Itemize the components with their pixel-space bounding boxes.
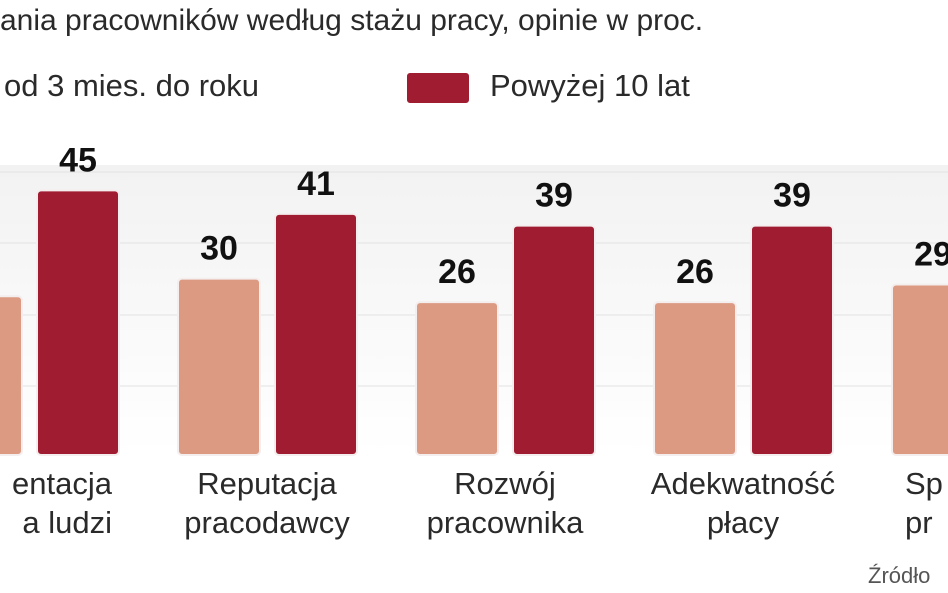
- bar: [653, 301, 737, 456]
- bar: [415, 301, 499, 456]
- value-label: 30: [200, 230, 238, 268]
- value-label: 39: [773, 177, 811, 215]
- bar: [36, 189, 120, 456]
- x-tick-label: pracodawcy: [184, 505, 350, 540]
- value-label: 39: [535, 177, 573, 215]
- x-tick-label: entacja: [12, 466, 113, 501]
- bar: [512, 224, 596, 456]
- bar: [891, 283, 948, 456]
- x-tick-label: płacy: [707, 505, 780, 540]
- bar: [177, 277, 261, 456]
- legend-label: Powyżej 10 lat: [490, 68, 690, 103]
- value-label: 29: [914, 235, 948, 273]
- value-label: 45: [59, 141, 97, 179]
- legend-swatch: [405, 71, 471, 105]
- legend-label: od 3 mies. do roku: [4, 68, 259, 103]
- x-tick-label: Sp: [905, 466, 943, 501]
- value-label: 41: [297, 165, 335, 203]
- source: Źródło: [868, 563, 930, 588]
- x-tick-label: Rozwój: [454, 466, 556, 501]
- chart-title: ania pracowników według stażu pracy, opi…: [0, 4, 703, 37]
- x-tick-label: Adekwatność: [651, 466, 835, 501]
- bar: [0, 295, 23, 456]
- x-tick-label: Reputacja: [197, 466, 337, 501]
- x-tick-label: pracownika: [427, 505, 585, 540]
- bar: [750, 224, 834, 456]
- x-tick-label: a ludzi: [22, 505, 112, 540]
- value-label: 26: [676, 253, 714, 291]
- value-label: 26: [438, 253, 476, 291]
- bar: [274, 212, 358, 456]
- x-tick-label: pr: [905, 505, 933, 540]
